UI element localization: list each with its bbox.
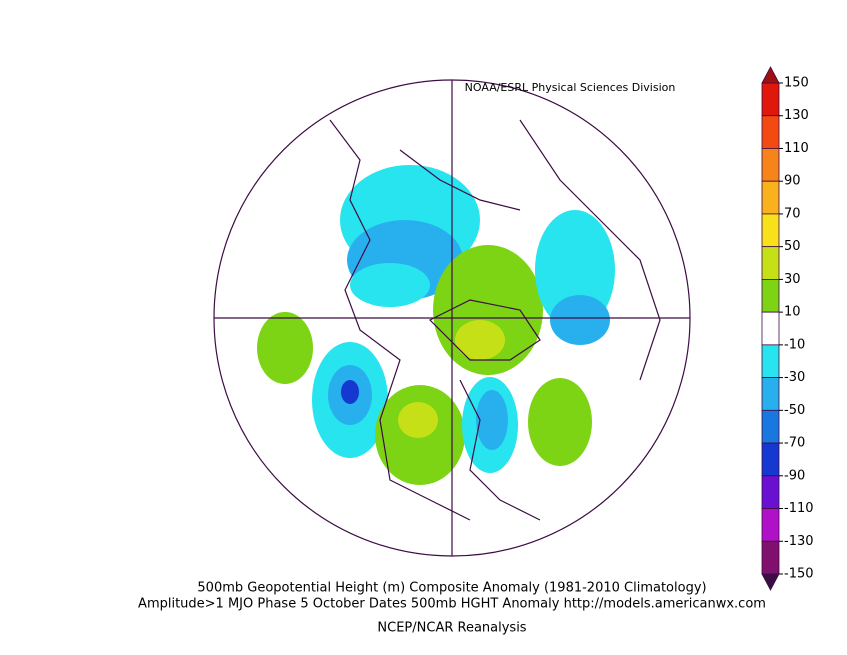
colorbar-band bbox=[761, 148, 780, 182]
colorbar-label: -50 bbox=[784, 403, 805, 418]
colorbar-label: 10 bbox=[784, 305, 801, 320]
colorbar-over bbox=[761, 66, 780, 84]
colorbar-label: 30 bbox=[784, 272, 801, 287]
coastlines bbox=[329, 119, 661, 521]
colorbar-band bbox=[761, 115, 780, 149]
colorbar-label: 90 bbox=[784, 174, 801, 189]
colorbar-label: -90 bbox=[784, 468, 805, 483]
colorbar-band bbox=[761, 377, 780, 411]
colorbar-label: 50 bbox=[784, 239, 801, 254]
colorbar-label: 150 bbox=[784, 76, 809, 91]
colorbar-band bbox=[761, 246, 780, 280]
colorbar-label: 110 bbox=[784, 141, 809, 156]
colorbar-band bbox=[761, 311, 780, 346]
colorbar-band bbox=[761, 442, 780, 477]
anomaly bbox=[350, 263, 430, 307]
coastline bbox=[519, 119, 661, 381]
anomaly bbox=[476, 390, 508, 450]
colorbar-band bbox=[761, 475, 780, 509]
anomaly bbox=[257, 312, 313, 384]
colorbar: 150 130 110 90 70 50 30 10 -10 -30 -50 -70 -90 -110 -1… bbox=[761, 66, 814, 591]
colorbar-label: -30 bbox=[784, 370, 805, 385]
colorbar-band bbox=[761, 278, 780, 313]
colorbar-label: -130 bbox=[784, 534, 814, 549]
colorbar-label: 70 bbox=[784, 206, 801, 221]
colorbar-label: -10 bbox=[784, 337, 805, 352]
colorbar-label: -110 bbox=[784, 501, 814, 516]
anomaly bbox=[398, 402, 438, 438]
header: NOAA/ESRL Physical Sciences Division bbox=[465, 81, 676, 94]
colorbar-under bbox=[761, 573, 780, 591]
anomaly bbox=[455, 320, 505, 360]
colorbar-band bbox=[761, 180, 780, 215]
map bbox=[213, 79, 691, 557]
anomaly bbox=[341, 380, 359, 404]
anomaly bbox=[528, 378, 592, 466]
coastline bbox=[329, 119, 471, 521]
colorbar-band bbox=[761, 508, 780, 542]
colorbar-band bbox=[761, 82, 780, 117]
colorbar-band bbox=[761, 540, 780, 575]
colorbar-band bbox=[761, 213, 780, 248]
coastline bbox=[399, 149, 521, 211]
colorbar-band bbox=[761, 344, 780, 379]
colorbar-label: -150 bbox=[784, 567, 814, 582]
coastline bbox=[459, 379, 541, 521]
coastline bbox=[428, 299, 541, 361]
caption: Amplitude>1 MJO Phase 5 October Dates 50… bbox=[138, 597, 766, 612]
anomaly-fields bbox=[257, 165, 615, 485]
caption: 500mb Geopotential Height (m) Composite … bbox=[197, 581, 706, 596]
caption: NCEP/NCAR Reanalysis bbox=[377, 621, 526, 636]
colorbar-label: -70 bbox=[784, 436, 805, 451]
colorbar-band bbox=[761, 409, 780, 444]
colorbar-label: 130 bbox=[784, 108, 809, 123]
anomaly bbox=[550, 295, 610, 345]
